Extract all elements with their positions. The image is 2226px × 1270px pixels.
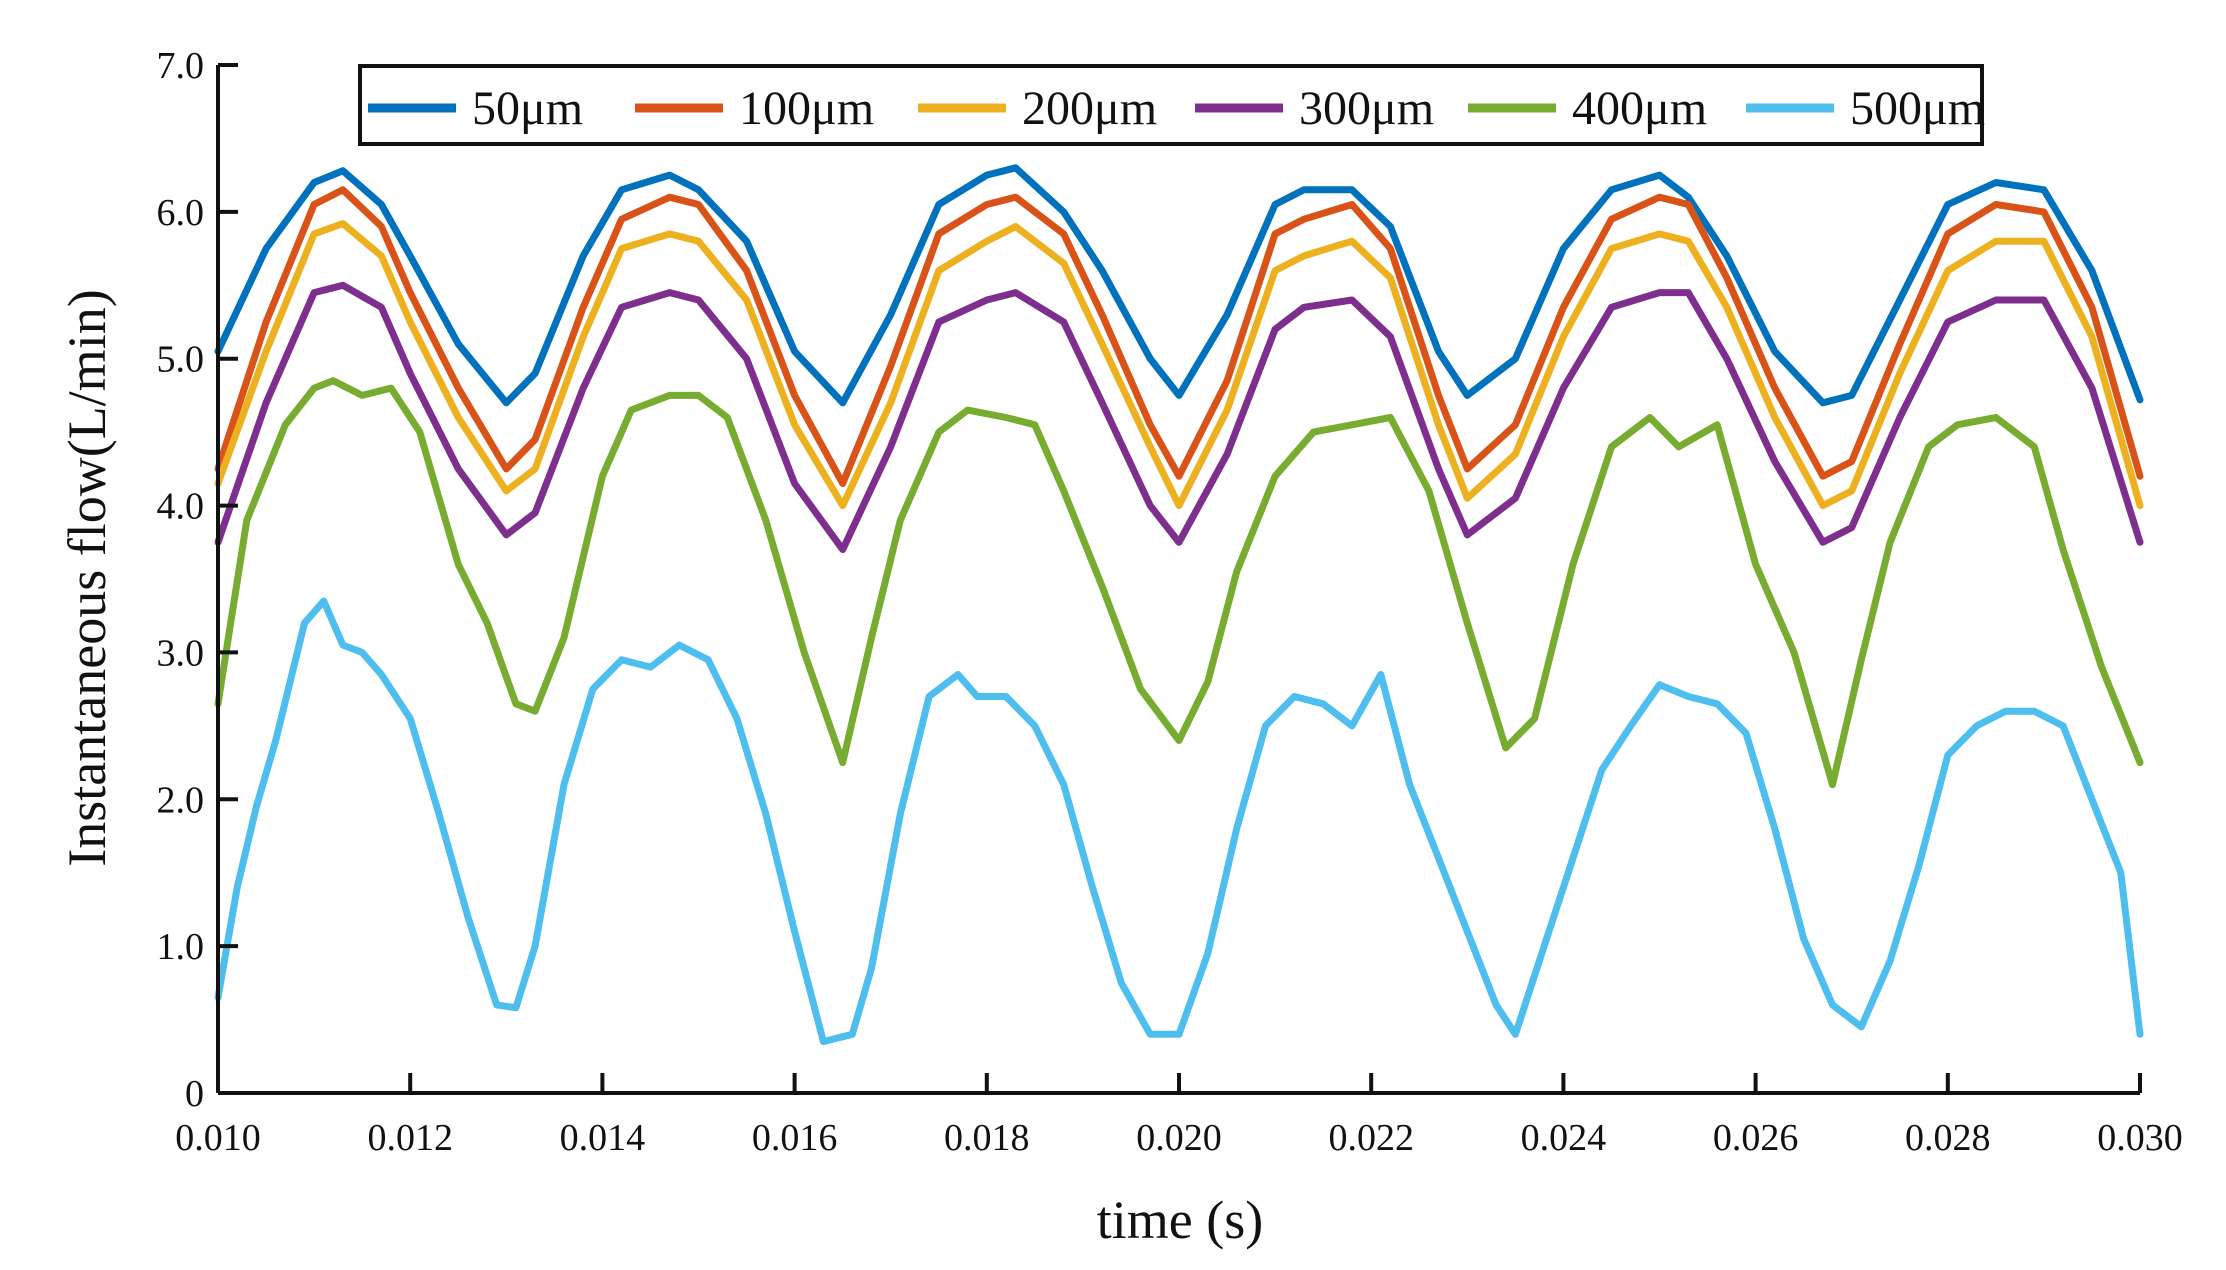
y-tick-label: 2.0 <box>157 779 205 821</box>
y-tick-label: 7.0 <box>157 45 205 87</box>
series-layer <box>214 164 2144 1046</box>
x-tick-label: 0.024 <box>1521 1117 1607 1159</box>
x-tick-label: 0.018 <box>944 1117 1030 1159</box>
legend-label-1: 50μm <box>472 82 583 135</box>
legend-label-2: 100μm <box>739 82 874 135</box>
series-line-2 <box>214 186 2144 487</box>
x-tick-label: 0.022 <box>1328 1117 1414 1159</box>
legend-label-6: 500μm <box>1850 82 1985 135</box>
y-tick-label: 4.0 <box>157 486 205 528</box>
y-tick-label: 1.0 <box>157 926 205 968</box>
y-axis-title: Instantaneous flow(L/min) <box>57 289 117 866</box>
x-tick-label: 0.010 <box>175 1117 261 1159</box>
x-tick-label: 0.014 <box>560 1117 646 1159</box>
y-tick-label: 6.0 <box>157 192 205 234</box>
series-line-3 <box>214 220 2144 510</box>
x-tick-label: 0.020 <box>1136 1117 1222 1159</box>
legend-box <box>358 64 1984 146</box>
legend-label-4: 300μm <box>1299 82 1434 135</box>
x-tick-label: 0.016 <box>752 1117 838 1159</box>
legend-items: 50μm 100μm 200μm 300μm 400μm 500μm <box>368 82 1985 135</box>
series-line-1 <box>214 164 2144 407</box>
x-axis-title: time (s) <box>1097 1190 1263 1250</box>
ticks: 0.010 0.012 0.014 0.016 0.018 0.020 0.022 0.024… <box>157 45 2183 1159</box>
y-tick-label: 3.0 <box>157 632 205 674</box>
legend: 50μm 100μm 200μm 300μm 400μm 500μm <box>358 64 1985 146</box>
legend-label-3: 200μm <box>1022 82 1157 135</box>
series-line-6 <box>214 597 2144 1046</box>
x-tick-label: 0.012 <box>367 1117 453 1159</box>
series-line-5 <box>214 377 2144 789</box>
x-tick-label: 0.030 <box>2097 1117 2183 1159</box>
legend-label-5: 400μm <box>1572 82 1707 135</box>
x-tick-label: 0.026 <box>1713 1117 1799 1159</box>
axes <box>216 65 2140 1095</box>
y-tick-label: 0 <box>185 1073 204 1115</box>
series-line-4 <box>214 281 2144 554</box>
y-tick-label: 5.0 <box>157 339 205 381</box>
x-tick-label: 0.028 <box>1905 1117 1991 1159</box>
